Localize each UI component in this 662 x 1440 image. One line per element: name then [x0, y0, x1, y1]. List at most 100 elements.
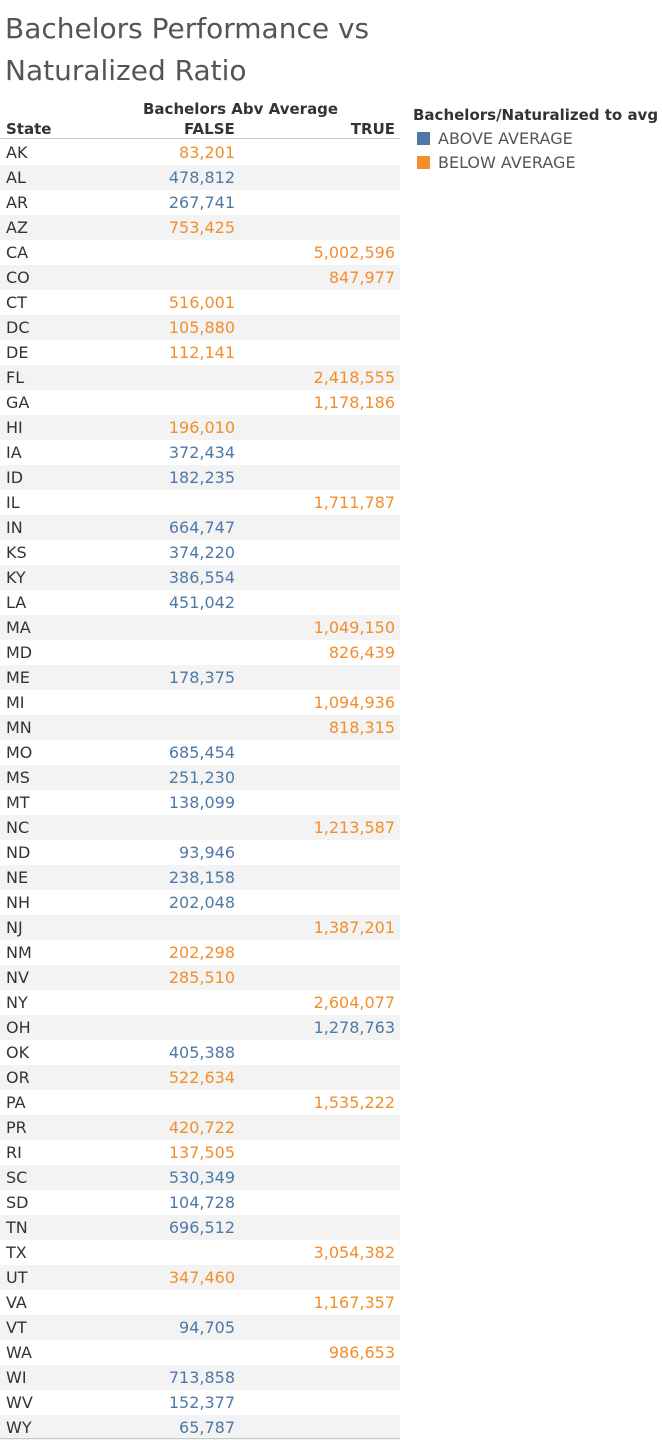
- table-row: NY 2,604,077: [0, 990, 400, 1015]
- value-mark[interactable]: 196,010: [168, 418, 235, 437]
- table-row: NC 1,213,587: [0, 815, 400, 840]
- value-mark[interactable]: 1,278,763: [313, 1018, 395, 1037]
- state-label: VA: [6, 1293, 27, 1312]
- table-row: UT 347,460: [0, 1265, 400, 1290]
- value-mark[interactable]: 93,946: [179, 843, 235, 862]
- table-row: OR 522,634: [0, 1065, 400, 1090]
- value-mark[interactable]: 238,158: [168, 868, 235, 887]
- value-mark[interactable]: 178,375: [168, 668, 235, 687]
- table-row: NM 202,298: [0, 940, 400, 965]
- value-mark[interactable]: 713,858: [168, 1368, 235, 1387]
- table-row: MS 251,230: [0, 765, 400, 790]
- value-mark[interactable]: 2,604,077: [313, 993, 395, 1012]
- value-mark[interactable]: 1,094,936: [313, 693, 395, 712]
- value-mark[interactable]: 451,042: [168, 593, 235, 612]
- table-row: AR 267,741: [0, 190, 400, 215]
- state-label: VT: [6, 1318, 27, 1337]
- table-row: VA 1,167,357: [0, 1290, 400, 1315]
- value-mark[interactable]: 112,141: [168, 343, 235, 362]
- state-label: NC: [6, 818, 30, 837]
- value-mark[interactable]: 420,722: [168, 1118, 235, 1137]
- state-label: CT: [6, 293, 27, 312]
- value-mark[interactable]: 347,460: [168, 1268, 235, 1287]
- state-label: HI: [6, 418, 23, 437]
- state-label: KS: [6, 543, 27, 562]
- value-mark[interactable]: 986,653: [328, 1343, 395, 1362]
- value-mark[interactable]: 372,434: [168, 443, 235, 462]
- state-label: ID: [6, 468, 24, 487]
- value-mark[interactable]: 516,001: [168, 293, 235, 312]
- state-label: LA: [6, 593, 27, 612]
- state-label: OH: [6, 1018, 31, 1037]
- value-mark[interactable]: 83,201: [179, 143, 235, 162]
- value-mark[interactable]: 1,535,222: [313, 1093, 395, 1112]
- table-row: MT 138,099: [0, 790, 400, 815]
- value-mark[interactable]: 94,705: [179, 1318, 235, 1337]
- value-mark[interactable]: 522,634: [168, 1068, 235, 1087]
- table-row: IN 664,747: [0, 515, 400, 540]
- value-mark[interactable]: 1,387,201: [313, 918, 395, 937]
- state-label: MT: [6, 793, 30, 812]
- value-mark[interactable]: 696,512: [168, 1218, 235, 1237]
- color-legend: Bachelors/Naturalized to avg ABOVE AVERA…: [413, 103, 662, 175]
- value-mark[interactable]: 1,167,357: [313, 1293, 395, 1312]
- value-mark[interactable]: 374,220: [168, 543, 235, 562]
- value-mark[interactable]: 3,054,382: [313, 1243, 395, 1262]
- state-label: NV: [6, 968, 29, 987]
- true-column-header: TRUE: [350, 120, 395, 138]
- value-mark[interactable]: 530,349: [168, 1168, 235, 1187]
- value-mark[interactable]: 5,002,596: [313, 243, 395, 262]
- value-mark[interactable]: 1,049,150: [313, 618, 395, 637]
- legend-swatch: [417, 132, 430, 145]
- state-label: MN: [6, 718, 32, 737]
- value-mark[interactable]: 818,315: [328, 718, 395, 737]
- value-mark[interactable]: 1,711,787: [313, 493, 395, 512]
- value-mark[interactable]: 2,418,555: [313, 368, 395, 387]
- table-row: CO 847,977: [0, 265, 400, 290]
- value-mark[interactable]: 685,454: [168, 743, 235, 762]
- state-label: ME: [6, 668, 30, 687]
- value-mark[interactable]: 138,099: [168, 793, 235, 812]
- value-mark[interactable]: 285,510: [168, 968, 235, 987]
- table-row: ME 178,375: [0, 665, 400, 690]
- value-mark[interactable]: 1,178,186: [313, 393, 395, 412]
- value-mark[interactable]: 664,747: [168, 518, 235, 537]
- table-row: MA 1,049,150: [0, 615, 400, 640]
- value-mark[interactable]: 847,977: [328, 268, 395, 287]
- state-label: SD: [6, 1193, 29, 1212]
- value-mark[interactable]: 1,213,587: [313, 818, 395, 837]
- value-mark[interactable]: 386,554: [168, 568, 235, 587]
- value-mark[interactable]: 753,425: [168, 218, 235, 237]
- state-label: PR: [6, 1118, 27, 1137]
- table-row: MO 685,454: [0, 740, 400, 765]
- table-row: MI 1,094,936: [0, 690, 400, 715]
- table-row: CA 5,002,596: [0, 240, 400, 265]
- legend-swatch: [417, 156, 430, 169]
- table-row: RI 137,505: [0, 1140, 400, 1165]
- table-row: TX 3,054,382: [0, 1240, 400, 1265]
- table-row: PA 1,535,222: [0, 1090, 400, 1115]
- state-column-header: State: [6, 120, 52, 138]
- state-label: WY: [6, 1418, 32, 1437]
- value-mark[interactable]: 202,298: [168, 943, 235, 962]
- legend-item-below-average[interactable]: BELOW AVERAGE: [413, 151, 662, 175]
- value-mark[interactable]: 251,230: [168, 768, 235, 787]
- state-label: NE: [6, 868, 29, 887]
- value-mark[interactable]: 152,377: [168, 1393, 235, 1412]
- table-row: ID 182,235: [0, 465, 400, 490]
- value-mark[interactable]: 182,235: [168, 468, 235, 487]
- value-mark[interactable]: 65,787: [179, 1418, 235, 1437]
- value-mark[interactable]: 202,048: [168, 893, 235, 912]
- table-body: AK 83,201 AL 478,812 AR 267,741 AZ 753,425 CA 5,0…: [0, 140, 400, 1440]
- state-label: WV: [6, 1393, 33, 1412]
- value-mark[interactable]: 267,741: [168, 193, 235, 212]
- value-mark[interactable]: 405,388: [168, 1043, 235, 1062]
- value-mark[interactable]: 478,812: [168, 168, 235, 187]
- state-label: AL: [6, 168, 26, 187]
- table-row: VT 94,705: [0, 1315, 400, 1340]
- value-mark[interactable]: 137,505: [168, 1143, 235, 1162]
- value-mark[interactable]: 105,880: [168, 318, 235, 337]
- legend-item-above-average[interactable]: ABOVE AVERAGE: [413, 127, 662, 151]
- value-mark[interactable]: 826,439: [328, 643, 395, 662]
- value-mark[interactable]: 104,728: [168, 1193, 235, 1212]
